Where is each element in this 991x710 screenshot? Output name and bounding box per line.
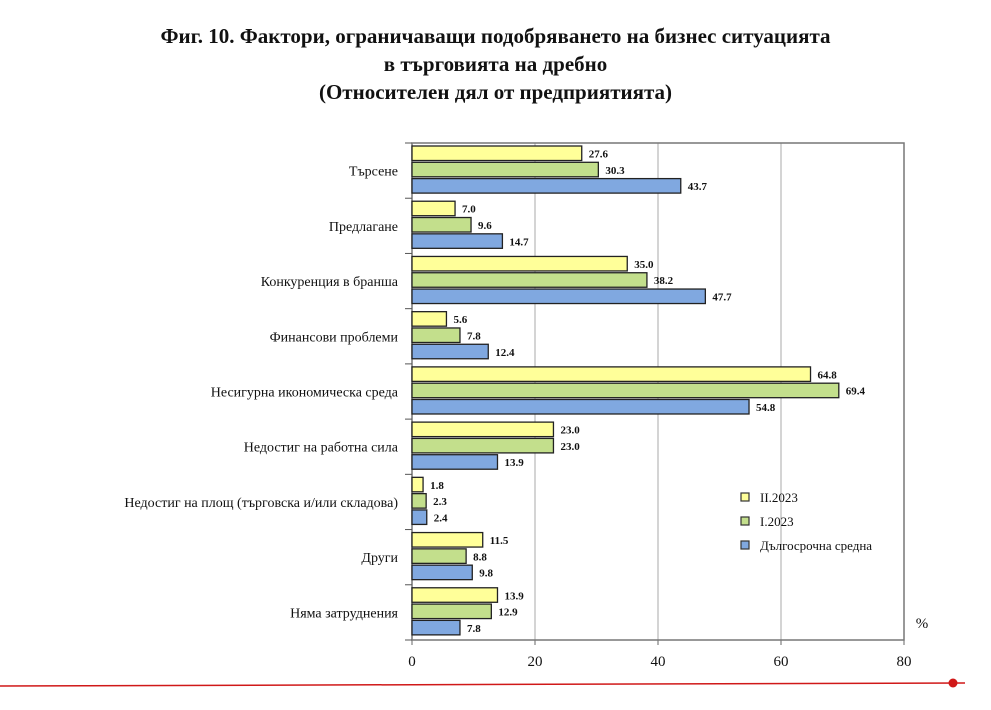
category-label: Недостиг на работна сила — [244, 441, 399, 456]
data-label: 47.7 — [712, 292, 732, 304]
bar — [411, 619, 461, 636]
data-label: 43.7 — [688, 181, 708, 193]
bar — [411, 382, 840, 399]
data-label: 23.0 — [560, 441, 580, 453]
x-tick-label: 20 — [528, 654, 543, 670]
category-label: Няма затруднения — [290, 606, 398, 621]
title-line-1: Фиг. 10. Фактори, ограничаващи подобрява… — [160, 24, 831, 48]
bar — [411, 255, 628, 272]
x-tick-label: 0 — [408, 654, 416, 670]
x-axis-label: % — [916, 616, 929, 632]
bar — [411, 492, 427, 509]
data-label: 7.8 — [467, 623, 481, 635]
data-label: 12.9 — [498, 607, 518, 619]
data-label: 7.8 — [467, 330, 481, 342]
legend-label: II.2023 — [760, 490, 798, 505]
divider-line — [0, 682, 966, 687]
bar — [411, 476, 424, 493]
bar — [411, 311, 448, 327]
bar — [411, 587, 499, 603]
data-label: 8.8 — [473, 551, 487, 563]
bar — [411, 564, 473, 581]
x-tick-label: 60 — [774, 654, 789, 670]
bar — [411, 421, 555, 438]
data-label: 14.7 — [509, 236, 529, 248]
legend-swatch — [740, 540, 750, 550]
bar — [411, 216, 472, 233]
data-label: 69.4 — [846, 386, 866, 398]
data-label: 54.8 — [756, 402, 776, 414]
bar — [411, 437, 555, 454]
bar — [411, 603, 492, 620]
data-label: 38.2 — [654, 275, 674, 287]
data-label: 7.0 — [462, 204, 476, 216]
bar — [411, 177, 682, 194]
data-label: 23.0 — [560, 425, 580, 437]
legend-swatch — [740, 492, 750, 502]
data-label: 9.6 — [478, 220, 492, 232]
x-tick-label: 40 — [651, 654, 666, 670]
category-label: Конкуренция в бранша — [261, 275, 399, 290]
legend-swatch — [740, 516, 750, 526]
legend-label: I.2023 — [760, 514, 794, 529]
bar — [411, 233, 504, 249]
data-label: 13.9 — [504, 457, 524, 469]
bar — [411, 288, 707, 305]
bar — [411, 272, 648, 288]
data-label: 12.4 — [495, 347, 515, 359]
data-label: 30.3 — [605, 165, 625, 177]
bar — [411, 531, 484, 548]
bar — [411, 398, 750, 415]
title-line-3: (Относителен дял от предприятията) — [318, 80, 673, 104]
category-label: Търсене — [349, 165, 398, 180]
bar — [411, 200, 456, 217]
category-label: Недостиг на площ (търговска и/или складо… — [124, 496, 398, 511]
data-label: 2.4 — [434, 512, 448, 524]
data-label: 9.8 — [479, 568, 493, 580]
bar — [411, 366, 812, 383]
bar — [411, 548, 467, 565]
title-line-2: в търговията на дребно — [383, 52, 608, 76]
legend-label: Дългосрочна средна — [760, 538, 872, 553]
x-tick-label: 80 — [897, 654, 912, 670]
bar — [411, 509, 428, 526]
data-label: 1.8 — [430, 480, 444, 492]
data-label: 13.9 — [504, 590, 524, 602]
chart-title: Фиг. 10. Фактори, ограничаващи подобрява… — [0, 22, 991, 106]
category-label: Предлагане — [329, 220, 398, 235]
bar — [411, 161, 599, 178]
data-label: 11.5 — [490, 535, 509, 547]
category-label: Несигурна икономическа среда — [211, 386, 399, 401]
category-label: Други — [361, 551, 398, 566]
data-label: 2.3 — [433, 496, 447, 508]
data-label: 35.0 — [634, 259, 654, 271]
bar — [411, 343, 489, 360]
bar — [411, 454, 499, 470]
data-label: 5.6 — [453, 314, 467, 326]
bar — [411, 327, 461, 344]
data-label: 64.8 — [818, 369, 838, 381]
bar — [411, 145, 583, 162]
data-label: 27.6 — [589, 149, 609, 161]
category-label: Финансови проблеми — [270, 330, 399, 345]
divider-dot — [948, 678, 958, 688]
